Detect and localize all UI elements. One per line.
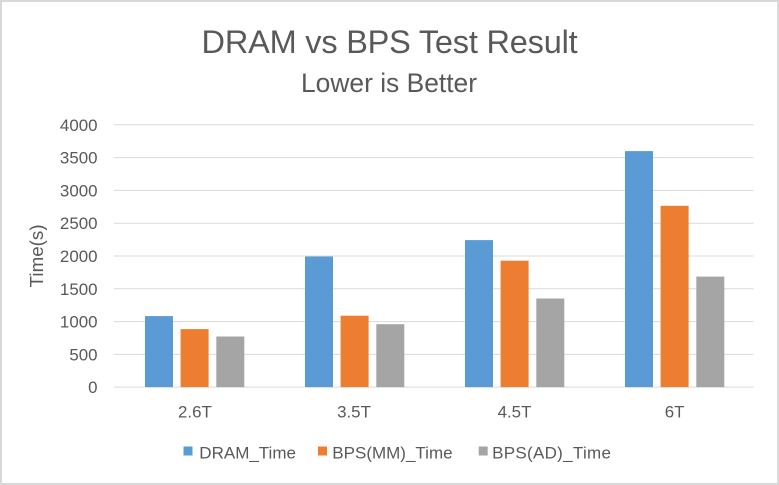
svg-text:BPS(MM)_Time: BPS(MM)_Time <box>332 444 452 463</box>
svg-text:DRAM_Time: DRAM_Time <box>199 444 296 463</box>
svg-text:Time(s): Time(s) <box>26 224 47 287</box>
svg-text:2500: 2500 <box>60 214 98 233</box>
svg-text:3500: 3500 <box>60 149 98 168</box>
svg-text:2.6T: 2.6T <box>178 403 212 422</box>
svg-text:BPS(AD)_Time: BPS(AD)_Time <box>492 444 611 463</box>
svg-text:0: 0 <box>88 378 97 397</box>
svg-text:4.5T: 4.5T <box>498 403 532 422</box>
svg-text:Lower is Better: Lower is Better <box>301 68 477 98</box>
svg-text:4000: 4000 <box>60 116 98 135</box>
svg-text:2000: 2000 <box>60 247 98 266</box>
svg-text:6T: 6T <box>665 403 685 422</box>
svg-text:1000: 1000 <box>60 313 98 332</box>
svg-text:3000: 3000 <box>60 181 98 200</box>
svg-text:3.5T: 3.5T <box>337 403 371 422</box>
svg-text:500: 500 <box>69 345 97 364</box>
svg-text:1500: 1500 <box>60 280 98 299</box>
svg-text:DRAM vs BPS Test Result: DRAM vs BPS Test Result <box>202 24 578 60</box>
